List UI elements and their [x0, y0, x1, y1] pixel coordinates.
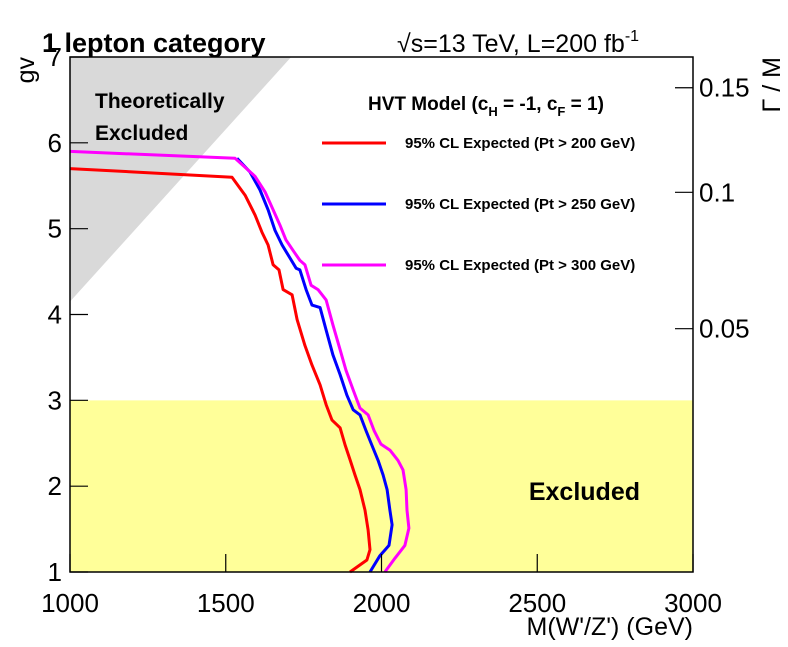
y-tick-label: 4 [48, 300, 62, 330]
legend-title: HVT Model (cH = -1, cF = 1) [368, 94, 604, 119]
y-tick-label: 1 [48, 557, 62, 587]
x-tick-label: 3000 [664, 588, 722, 618]
x-tick-label: 2500 [508, 588, 566, 618]
plot-area [69, 57, 693, 574]
y2-axis-label: Γ / M [758, 57, 786, 112]
excluded-region [70, 57, 292, 302]
legend-label: 95% CL Expected (Pt > 250 GeV) [405, 196, 635, 213]
y-tick-label: 7 [48, 42, 62, 72]
y-tick-label: 6 [48, 128, 62, 158]
x-tick-label: 1000 [41, 588, 99, 618]
y2-tick-label: 0.05 [699, 314, 750, 344]
region-label: Excluded [95, 122, 188, 145]
y-tick-label: 3 [48, 385, 62, 415]
y-tick-label: 2 [48, 471, 62, 501]
energy-text: √s=13 TeV, L=200 fb [397, 30, 625, 58]
x-axis-label: M(W'/Z') (GeV) [527, 613, 693, 641]
chart-title: 1 lepton category [42, 28, 266, 58]
legend-title-part: = 1) [565, 94, 604, 115]
legend-label: 95% CL Expected (Pt > 300 GeV) [405, 257, 635, 274]
region-label: Theoretically [95, 90, 225, 113]
y-axis-label: gv [12, 57, 40, 84]
y2-tick-label: 0.15 [699, 73, 750, 103]
y-tick-label: 5 [48, 214, 62, 244]
limit-curve [69, 149, 411, 573]
legend-title-part: = -1, c [498, 94, 558, 115]
legend-label: 95% CL Expected (Pt > 200 GeV) [405, 135, 635, 152]
y2-tick-label: 0.1 [699, 177, 735, 207]
energy-sup: -1 [625, 28, 639, 45]
legend-title-sub: H [488, 104, 497, 119]
limit-curve [69, 167, 372, 574]
x-tick-label: 1500 [197, 588, 255, 618]
x-tick-label: 2000 [353, 588, 411, 618]
energy-label: √s=13 TeV, L=200 fb-1 [397, 28, 639, 58]
excluded-region [70, 400, 693, 572]
limit-curve [235, 157, 394, 573]
legend-title-sub: F [557, 104, 565, 119]
region-label: Excluded [529, 478, 640, 506]
legend-title-part: HVT Model (c [368, 94, 489, 115]
